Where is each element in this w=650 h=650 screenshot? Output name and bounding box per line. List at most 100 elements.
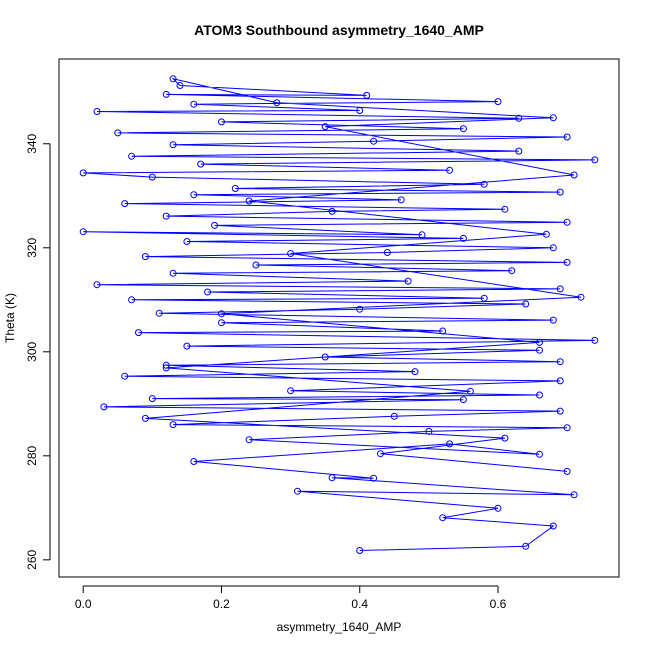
data-point (121, 200, 129, 208)
data-point (141, 253, 149, 261)
data-point (148, 173, 156, 181)
data-point (570, 491, 578, 499)
data-point (556, 188, 564, 196)
data-point (231, 185, 239, 192)
axes: 0.0 0.2 0.4 0.6 260 280 300 320 340 (25, 133, 507, 611)
data-point (79, 228, 87, 236)
data-point (556, 285, 564, 293)
y-tick-label: 340 (25, 133, 39, 153)
data-point (522, 300, 530, 308)
data-point (549, 316, 557, 324)
data-point (321, 123, 329, 131)
data-point (162, 90, 170, 98)
data-point (100, 403, 108, 411)
data-point (162, 212, 170, 220)
data-point (162, 364, 170, 372)
data-point (218, 319, 225, 327)
data-point (508, 267, 516, 275)
data-point (556, 358, 564, 366)
data-point (494, 504, 502, 512)
data-point (459, 396, 467, 404)
y-tick-label: 260 (25, 550, 39, 570)
data-point (114, 129, 122, 137)
x-axis-label: asymmetry_1640_AMP (277, 620, 402, 634)
data-point (169, 421, 177, 429)
data-point (190, 458, 198, 465)
data-point (328, 207, 336, 215)
data-point (459, 234, 467, 242)
data-point (356, 547, 364, 554)
data-point (204, 288, 212, 296)
x-tick-label: 0.4 (351, 597, 368, 611)
data-point (536, 450, 543, 458)
data-point (439, 514, 447, 522)
series-line (83, 77, 595, 551)
data-point (128, 296, 136, 304)
data-point (411, 368, 419, 376)
data-point (536, 391, 543, 399)
data-point (370, 137, 378, 145)
data-point (252, 261, 260, 269)
data-point (287, 250, 295, 257)
data-point (515, 114, 523, 122)
data-point (218, 118, 225, 126)
data-point (287, 387, 295, 395)
data-point (176, 82, 184, 89)
data-point (79, 169, 87, 177)
data-point (190, 100, 198, 108)
data-point (93, 108, 101, 115)
data-point (169, 269, 177, 277)
x-tick-label: 0.0 (75, 597, 92, 611)
x-tick-label: 0.2 (213, 597, 230, 611)
chart-title: ATOM3 Southbound asymmetry_1640_AMP (194, 22, 484, 38)
data-point (446, 166, 454, 174)
data-point (563, 133, 571, 141)
data-point (549, 114, 557, 122)
data-point (425, 427, 433, 435)
plot-area (79, 75, 599, 554)
data-point (549, 522, 557, 530)
data-point (294, 487, 301, 495)
data-point (169, 75, 177, 83)
data-point (245, 197, 253, 205)
data-point (577, 293, 585, 301)
data-point (356, 107, 364, 114)
data-point (591, 336, 599, 344)
data-point (356, 305, 364, 313)
data-point (536, 338, 543, 346)
data-point (183, 238, 191, 245)
data-point (141, 414, 149, 422)
data-point (549, 244, 557, 252)
data-point (148, 395, 156, 403)
data-point (218, 310, 225, 318)
data-point (121, 372, 129, 380)
data-point (501, 205, 509, 213)
y-axis-label: Theta (K) (3, 293, 17, 343)
plot-frame (58, 58, 620, 578)
data-point (439, 327, 447, 335)
data-point (162, 361, 170, 369)
data-point (418, 231, 426, 239)
data-point (501, 434, 509, 442)
data-point (321, 353, 329, 361)
data-point (190, 191, 198, 199)
data-point (556, 377, 564, 385)
data-point (155, 309, 163, 317)
data-point (570, 171, 578, 179)
x-tick-label: 0.6 (490, 597, 507, 611)
data-point (480, 294, 488, 302)
y-tick-label: 300 (25, 341, 39, 361)
data-point (522, 542, 530, 550)
data-point (480, 180, 488, 188)
data-point (169, 141, 177, 149)
data-point (363, 91, 371, 99)
data-point (383, 249, 391, 256)
data-point (536, 346, 543, 354)
data-point (466, 387, 474, 395)
data-point (494, 98, 502, 106)
data-point (591, 156, 599, 164)
data-point (273, 99, 281, 107)
data-point (211, 221, 219, 229)
data-point (370, 474, 378, 482)
